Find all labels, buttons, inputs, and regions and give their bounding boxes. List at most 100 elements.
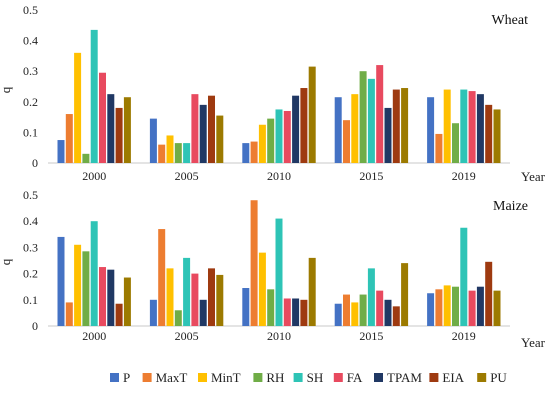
maize-y-label: q [0, 258, 13, 265]
maize-bar-p-2005 [149, 299, 157, 326]
wheat-bar-eia-2005 [208, 95, 215, 163]
maize-bar-eia-2015 [392, 306, 400, 326]
maize-bar-pu-2010 [308, 257, 316, 326]
maize-bar-maxt-2005 [158, 229, 166, 326]
wheat-bar-maxt-2000 [65, 114, 73, 163]
legend-label-eia: EIA [442, 370, 464, 385]
maize-bar-mint-2000 [74, 244, 82, 326]
maize-bar-pu-2000 [123, 277, 131, 326]
legend-label-rh: RH [266, 370, 284, 385]
wheat-y-tick-0: 0 [32, 156, 38, 170]
maize-bar-rh-2005 [174, 310, 182, 326]
wheat-x-tick-2015: 2015 [359, 169, 383, 183]
maize-bar-pu-2015 [401, 263, 409, 326]
maize-bar-mint-2015 [351, 302, 359, 326]
maize-bar-tpam-2010 [292, 298, 300, 326]
legend-swatch-maxt [142, 373, 152, 382]
maize-bar-p-2019 [427, 293, 435, 326]
maize-bar-eia-2019 [485, 261, 493, 326]
wheat-bar-fa-2015 [376, 65, 384, 163]
maize-bar-eia-2000 [115, 303, 123, 326]
maize-bar-p-2010 [242, 288, 250, 326]
wheat-bar-p-2000 [57, 140, 65, 163]
wheat-bar-pu-2010 [308, 66, 316, 163]
maize-bar-rh-2010 [267, 289, 275, 326]
wheat-y-tick-3: 0.3 [23, 64, 38, 78]
legend-swatch-fa [333, 373, 343, 382]
wheat-bar-p-2019 [427, 97, 435, 163]
maize-bar-rh-2015 [359, 294, 367, 326]
maize-bar-rh-2019 [452, 286, 459, 326]
wheat-bar-tpam-2010 [292, 95, 300, 163]
maize-bar-fa-2015 [376, 290, 384, 326]
wheat-bar-eia-2010 [300, 88, 308, 163]
maize-bar-sh-2010 [275, 218, 283, 326]
legend-label-maxt: MaxT [156, 370, 188, 385]
maize-bar-fa-2019 [468, 290, 476, 326]
wheat-x-tick-2005: 2005 [175, 169, 199, 183]
maize-bar-p-2000 [57, 236, 65, 326]
wheat-bar-sh-2019 [460, 89, 468, 163]
maize-y-tick-4: 0.4 [23, 214, 38, 228]
maize-bar-sh-2000 [90, 221, 98, 326]
wheat-bar-fa-2000 [99, 72, 106, 163]
maize-bar-maxt-2019 [435, 289, 443, 326]
panel-maize: 0 0.1 0.2 0.3 0.4 0.5 q Maize 2000 2005 2010 2015 20… [0, 188, 546, 350]
wheat-bar-tpam-2015 [384, 107, 392, 163]
maize-bar-pu-2019 [493, 290, 501, 326]
maize-bar-maxt-2015 [343, 294, 350, 326]
wheat-x-tick-2010: 2010 [267, 169, 291, 183]
wheat-bar-rh-2005 [174, 143, 182, 163]
wheat-title: Wheat [491, 13, 528, 28]
maize-y-tick-5: 0.5 [23, 188, 38, 202]
maize-y-tick-3: 0.3 [23, 240, 38, 254]
wheat-bar-sh-2015 [367, 78, 375, 163]
wheat-bar-mint-2005 [166, 135, 174, 163]
legend-label-pu: PU [490, 370, 507, 385]
legend: P MaxT MinT RH SH FA TPAM EIA PU [110, 370, 507, 385]
maize-bar-sh-2015 [367, 268, 375, 326]
wheat-bar-fa-2019 [468, 91, 476, 163]
legend-swatch-tpam [374, 373, 383, 382]
maize-bar-mint-2005 [166, 268, 174, 326]
maize-bar-mint-2019 [443, 285, 451, 326]
wheat-y-label: q [0, 86, 13, 93]
wheat-bar-pu-2000 [123, 97, 131, 163]
maize-bar-eia-2010 [300, 299, 308, 326]
wheat-bar-p-2005 [149, 118, 157, 163]
legend-swatch-pu [477, 373, 487, 382]
maize-bar-maxt-2010 [250, 200, 258, 326]
wheat-bar-pu-2015 [401, 88, 409, 163]
wheat-bar-pu-2019 [493, 109, 501, 163]
maize-x-tick-2000: 2000 [82, 329, 106, 343]
wheat-bar-rh-2015 [359, 71, 367, 163]
maize-bar-fa-2000 [99, 267, 106, 326]
maize-x-tick-2015: 2015 [359, 329, 383, 343]
wheat-bar-p-2010 [242, 143, 250, 163]
maize-bar-rh-2000 [82, 251, 90, 326]
wheat-bar-sh-2005 [183, 143, 191, 163]
wheat-bar-eia-2000 [115, 107, 123, 163]
maize-x-label: Year [521, 335, 546, 350]
maize-bar-tpam-2005 [199, 299, 207, 326]
legend-swatch-mint [198, 373, 207, 382]
legend-label-sh: SH [307, 370, 324, 385]
wheat-bar-rh-2019 [452, 123, 459, 163]
wheat-y-tick-2: 0.2 [23, 95, 38, 109]
wheat-y-tick-5: 0.5 [23, 3, 38, 17]
wheat-bar-mint-2019 [443, 89, 451, 163]
legend-label-tpam: TPAM [387, 370, 422, 385]
maize-x-tick-2010: 2010 [267, 329, 291, 343]
wheat-bar-sh-2000 [90, 29, 98, 163]
maize-bar-sh-2019 [460, 227, 468, 326]
maize-bar-fa-2005 [191, 273, 199, 326]
legend-label-fa: FA [347, 370, 363, 385]
wheat-bar-eia-2015 [392, 89, 400, 163]
wheat-y-tick-4: 0.4 [23, 34, 38, 48]
maize-bar-tpam-2019 [476, 286, 484, 326]
wheat-bar-tpam-2019 [476, 94, 484, 163]
wheat-x-tick-2000: 2000 [82, 169, 106, 183]
maize-y-tick-2: 0.2 [23, 267, 38, 281]
legend-swatch-rh [253, 373, 263, 382]
